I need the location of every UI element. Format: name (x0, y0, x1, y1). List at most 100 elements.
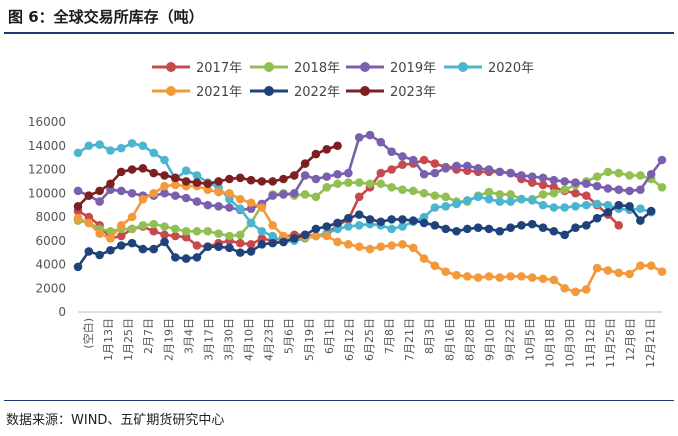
data-point (333, 237, 342, 247)
data-point (387, 241, 396, 250)
data-point (235, 173, 245, 183)
data-point (463, 224, 472, 234)
data-point (625, 186, 634, 196)
data-point (387, 165, 396, 174)
data-point (506, 197, 515, 206)
data-point (636, 185, 645, 194)
data-point (268, 221, 277, 230)
data-point (571, 287, 580, 297)
data-point (116, 241, 126, 250)
data-point (419, 169, 429, 179)
data-point (333, 218, 342, 228)
legend-item: 2023年 (346, 85, 436, 100)
data-point (333, 224, 342, 234)
x-tick-label: 8月3日 (423, 318, 436, 354)
data-point (73, 262, 83, 272)
x-tick-label: 3月4日 (182, 318, 195, 354)
legend-item: 2022年 (250, 85, 340, 100)
data-point (571, 178, 580, 187)
y-tick-label: 2000 (35, 281, 66, 295)
data-point (646, 261, 656, 270)
x-tick-label: (空白) (81, 318, 95, 349)
x-tick-label: 9月10日 (483, 318, 496, 361)
data-point (538, 200, 548, 210)
data-point (484, 187, 494, 197)
x-tick-label: 5月6日 (283, 318, 296, 354)
data-point (192, 241, 202, 250)
data-point (581, 179, 591, 189)
data-point (517, 171, 526, 180)
data-point (603, 266, 613, 275)
data-point (354, 192, 364, 202)
y-tick-label: 12000 (28, 163, 66, 177)
data-point (614, 221, 624, 230)
chart-legend: 2017年 2018年 2019年 2020年 2021年 2022年 2023年 (152, 61, 534, 100)
data-point (538, 173, 548, 183)
data-point (506, 223, 515, 232)
data-point (289, 188, 299, 198)
data-point (495, 226, 505, 236)
x-tick-label: 10月30日 (564, 318, 577, 368)
data-point (171, 253, 180, 262)
data-point (419, 254, 429, 263)
data-point (95, 197, 104, 206)
x-tick-label: 8月28日 (463, 318, 476, 361)
data-point (181, 166, 191, 175)
data-source-note: 数据来源：WIND、五矿期货研究中心 (6, 413, 225, 428)
data-point (419, 218, 429, 228)
data-point (495, 167, 505, 177)
data-point (603, 207, 613, 217)
data-point (106, 179, 115, 189)
data-point (138, 221, 148, 230)
data-point (84, 191, 94, 200)
legend-swatch-marker (458, 62, 468, 72)
data-point (246, 240, 256, 249)
y-axis: 0 2000 4000 6000 8000 10000 12000 14000 16000 (28, 115, 66, 319)
data-point (549, 183, 559, 192)
data-point (452, 270, 461, 280)
data-point (116, 221, 126, 230)
data-point (657, 155, 667, 165)
data-point (257, 234, 267, 243)
data-point (225, 174, 234, 184)
data-point (463, 272, 472, 281)
data-point (560, 283, 569, 293)
data-point (192, 253, 202, 262)
data-point (127, 224, 137, 234)
data-point (311, 149, 321, 159)
data-point (376, 137, 386, 147)
data-point (441, 202, 451, 211)
data-point (365, 130, 375, 140)
data-point (149, 148, 159, 158)
data-point (106, 185, 115, 194)
data-point (560, 177, 569, 186)
legend-label: 2023年 (390, 85, 436, 100)
data-point (73, 186, 83, 196)
data-point (171, 231, 180, 241)
data-point (506, 190, 515, 199)
data-point (257, 240, 267, 249)
data-point (311, 174, 321, 184)
legend-label: 2020年 (488, 61, 534, 76)
data-point (592, 263, 602, 273)
data-point (214, 187, 223, 197)
data-point (138, 141, 148, 151)
data-point (257, 177, 267, 186)
data-point (549, 175, 559, 185)
x-axis: (空白) 1月13日 1月25日 2月7日 2月19日 3月4日 3月17日 3月30日 4月1… (78, 311, 662, 368)
inventory-line-chart: 2017年 2018年 2019年 2020年 2021年 2022年 2023年 0 200… (28, 61, 667, 368)
data-point (473, 223, 483, 232)
data-point (95, 140, 104, 149)
data-point (365, 215, 375, 224)
data-point (571, 223, 580, 232)
data-point (73, 213, 83, 223)
data-point (116, 231, 126, 241)
data-point (181, 177, 191, 186)
y-tick-label: 6000 (35, 234, 66, 248)
data-point (636, 204, 645, 213)
data-point (625, 202, 634, 211)
data-point (527, 196, 537, 205)
data-point (225, 194, 234, 204)
legend-item: 2021年 (152, 85, 242, 100)
data-point (527, 273, 537, 282)
